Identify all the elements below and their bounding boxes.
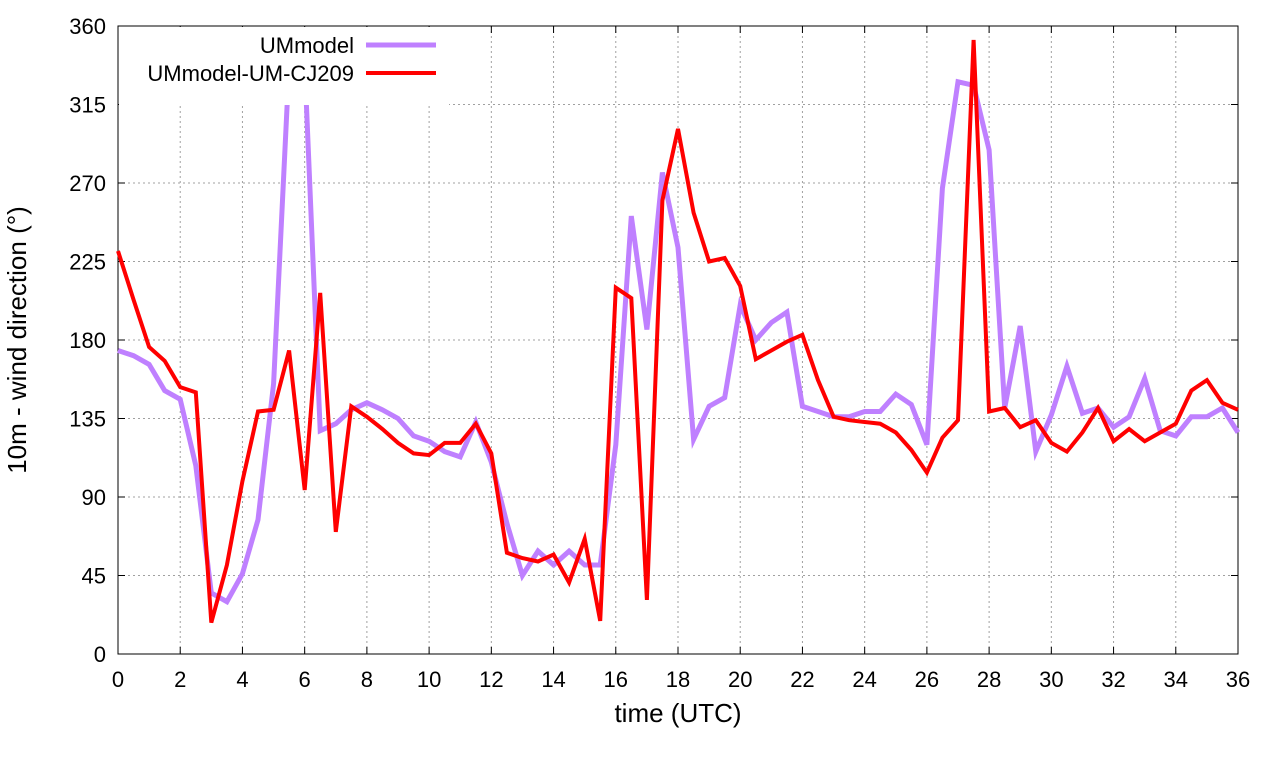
y-tick-label: 270 <box>69 171 106 196</box>
y-tick-label: 135 <box>69 407 106 432</box>
x-tick-label: 10 <box>417 667 441 692</box>
y-tick-label: 315 <box>69 93 106 118</box>
legend-label-ummodel: UMmodel <box>260 33 354 58</box>
x-tick-label: 18 <box>666 667 690 692</box>
x-tick-label: 30 <box>1039 667 1063 692</box>
y-tick-label: 225 <box>69 250 106 275</box>
x-tick-label: 8 <box>361 667 373 692</box>
y-tick-label: 90 <box>82 485 106 510</box>
y-axis-title: 10m - wind direction (°) <box>2 206 32 474</box>
x-tick-label: 34 <box>1164 667 1188 692</box>
legend-background <box>119 27 449 105</box>
x-tick-label: 0 <box>112 667 124 692</box>
legend-label-ummodel-um-cj209: UMmodel-UM-CJ209 <box>147 61 354 86</box>
x-tick-label: 20 <box>728 667 752 692</box>
y-tick-label: 45 <box>82 564 106 589</box>
x-tick-label: 2 <box>174 667 186 692</box>
y-tick-label: 360 <box>69 14 106 39</box>
x-tick-label: 12 <box>479 667 503 692</box>
x-tick-label: 16 <box>604 667 628 692</box>
x-tick-label: 22 <box>790 667 814 692</box>
y-tick-labels: 0 45 90 135 180 225 270 315 360 <box>69 14 106 667</box>
x-axis-title: time (UTC) <box>614 698 741 728</box>
x-tick-label: 4 <box>236 667 248 692</box>
y-tick-label: 180 <box>69 328 106 353</box>
y-tick-label: 0 <box>94 642 106 667</box>
x-tick-label: 14 <box>541 667 565 692</box>
x-tick-label: 26 <box>915 667 939 692</box>
x-tick-label: 28 <box>977 667 1001 692</box>
tick-marks <box>117 25 1239 655</box>
x-tick-labels: 0 2 4 6 8 10 12 14 16 18 20 22 24 26 28 30 32 34 36 <box>112 667 1250 692</box>
legend: UMmodel UMmodel-UM-CJ209 <box>119 27 449 105</box>
x-tick-label: 32 <box>1101 667 1125 692</box>
x-tick-label: 36 <box>1226 667 1250 692</box>
x-tick-label: 6 <box>299 667 311 692</box>
series-line-ummodel-um-cj209 <box>116 39 1239 624</box>
x-tick-label: 24 <box>852 667 876 692</box>
